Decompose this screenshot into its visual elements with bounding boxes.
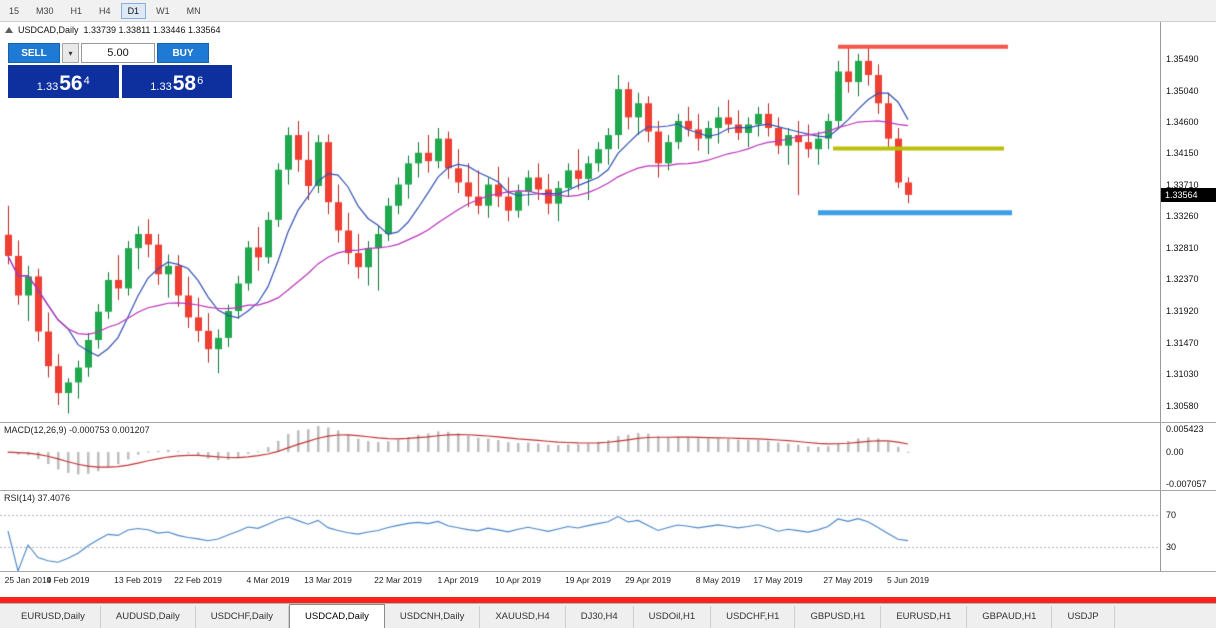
price-axis-tick: 1.32810	[1166, 243, 1199, 254]
tab-gbpusd-h1[interactable]: GBPUSD,H1	[795, 606, 882, 628]
rsi-axis-tick: 30	[1166, 542, 1177, 552]
macd-canvas[interactable]	[0, 423, 1159, 490]
price-axis-tick: 1.31470	[1166, 337, 1199, 348]
rsi-axis[interactable]: 70 30	[1160, 491, 1216, 571]
macd-label: MACD(12,26,9) -0.000753 0.001207	[4, 425, 150, 435]
sell-price-pips: 56	[59, 72, 83, 95]
price-axis-tick: 1.32370	[1166, 274, 1199, 285]
sell-price-pipette: 4	[83, 75, 90, 87]
rsi-pane: RSI(14) 37.4076 70 30	[0, 491, 1216, 572]
tab-usdjp[interactable]: USDJP	[1052, 606, 1115, 628]
date-axis-tick: 25 Jan 2019	[4, 575, 52, 585]
price-axis-tick: 1.34150	[1166, 148, 1199, 159]
price-axis[interactable]: 1.33564 1.35490 1.35040 1.34600 1.34150 1.33…	[1160, 22, 1216, 422]
timeframe-button-d1[interactable]: D1	[120, 2, 147, 19]
macd-pane: MACD(12,26,9) -0.000753 0.001207 0.00542…	[0, 423, 1216, 491]
date-axis-tick: 19 Apr 2019	[565, 575, 611, 585]
tab-eurusd-h1[interactable]: EURUSD,H1	[881, 606, 968, 628]
tab-usdcad-daily[interactable]: USDCAD,Daily	[289, 604, 385, 628]
sell-price-main: 1.33	[36, 81, 59, 93]
tab-dj30-h4[interactable]: DJ30,H4	[565, 606, 634, 628]
date-axis-tick: 17 May 2019	[753, 575, 803, 585]
tab-gbpaud-h1[interactable]: GBPAUD,H1	[967, 606, 1053, 628]
date-axis-tick: 22 Mar 2019	[374, 575, 422, 585]
chevron-down-icon: ▾	[68, 48, 73, 58]
date-axis-tick: 27 May 2019	[823, 575, 873, 585]
date-axis-tick: 22 Feb 2019	[174, 575, 222, 585]
timeframe-button-h4[interactable]: H4	[92, 3, 118, 19]
tab-eurusd-daily[interactable]: EURUSD,Daily	[6, 606, 101, 628]
date-axis-tick: 4 Mar 2019	[246, 575, 290, 585]
buy-price-main: 1.33	[150, 81, 172, 93]
status-red-bar	[0, 597, 1216, 603]
rsi-label: RSI(14) 37.4076	[4, 493, 71, 503]
buy-price-pipette: 6	[197, 75, 204, 87]
price-axis-tick: 1.35490	[1166, 53, 1199, 64]
price-axis-tick: 1.35040	[1166, 85, 1199, 96]
buy-price-pips: 58	[172, 72, 197, 95]
chart-ohlc-label: 1.33739 1.33811 1.33446 1.33564	[83, 25, 221, 35]
price-axis-tick: 1.33710	[1166, 179, 1199, 190]
trade-prices-row: 1.33 56 4 1.33 58 6	[8, 65, 232, 98]
price-axis-tick: 1.33260	[1166, 211, 1199, 222]
timeframe-button-15[interactable]: 15	[2, 3, 26, 19]
chart-title: USDCAD,Daily 1.33739 1.33811 1.33446 1.3…	[5, 25, 220, 35]
date-axis-tick: 5 Jun 2019	[886, 575, 930, 585]
chart-symbol-label: USDCAD,Daily	[18, 25, 79, 35]
lot-dropdown-button[interactable]: ▾	[62, 43, 79, 63]
timeframe-button-h1[interactable]: H1	[64, 3, 90, 19]
tab-usdoil-h1[interactable]: USDOil,H1	[633, 606, 712, 628]
macd-axis-tick: 0.005423	[1166, 424, 1204, 434]
price-axis-tick: 1.31030	[1166, 368, 1199, 379]
current-price-tag: 1.33564	[1161, 187, 1216, 202]
date-axis-tick: 8 May 2019	[695, 575, 741, 585]
trade-controls-row: SELL ▾ BUY	[8, 43, 232, 63]
tab-xauusd-h4[interactable]: XAUUSD,H4	[480, 606, 566, 628]
timeframe-button-m30[interactable]: M30	[29, 3, 61, 19]
price-axis-tick: 1.34600	[1166, 116, 1199, 127]
lot-size-input[interactable]	[81, 43, 155, 63]
tab-usdcnh-daily[interactable]: USDCNH,Daily	[384, 606, 481, 628]
tab-usdchf-daily[interactable]: USDCHF,Daily	[195, 606, 290, 628]
macd-axis-tick: -0.007057	[1166, 479, 1207, 489]
rsi-axis-tick: 70	[1166, 510, 1177, 520]
date-axis-tick: 29 Apr 2019	[625, 575, 671, 585]
timeframe-button-w1[interactable]: W1	[149, 3, 177, 19]
timeframe-button-mn[interactable]: MN	[180, 3, 208, 19]
price-axis-tick: 1.31920	[1166, 306, 1199, 317]
price-pane: USDCAD,Daily 1.33739 1.33811 1.33446 1.3…	[0, 22, 1216, 423]
date-axis-tick: 13 Mar 2019	[304, 575, 352, 585]
date-axis-tick: 4 Feb 2019	[46, 575, 90, 585]
macd-axis-tick: 0.00	[1166, 447, 1184, 458]
collapse-triangle-icon[interactable]	[5, 27, 13, 33]
sell-price-display[interactable]: 1.33 56 4	[8, 65, 119, 98]
chart-window: USDCAD,Daily 1.33739 1.33811 1.33446 1.3…	[0, 22, 1216, 589]
tab-usdchf-h1[interactable]: USDCHF,H1	[711, 606, 796, 628]
date-axis: 25 Jan 2019 4 Feb 2019 13 Feb 2019 22 Feb 2…	[0, 572, 1216, 589]
chart-tab-bar: EURUSD,Daily AUDUSD,Daily USDCHF,Daily USDC…	[0, 603, 1216, 628]
bottom-spacer	[0, 589, 1216, 597]
date-axis-tick: 1 Apr 2019	[437, 575, 479, 585]
price-axis-tick: 1.30580	[1166, 400, 1199, 411]
rsi-canvas[interactable]	[0, 491, 1159, 571]
tab-audusd-daily[interactable]: AUDUSD,Daily	[100, 606, 196, 628]
sell-button[interactable]: SELL	[8, 43, 60, 63]
buy-button[interactable]: BUY	[157, 43, 209, 63]
date-axis-tick: 10 Apr 2019	[495, 575, 541, 585]
timeframe-toolbar: 15 M30 H1 H4 D1 W1 MN	[0, 0, 1216, 22]
macd-axis[interactable]: 0.005423 0.00 -0.007057	[1160, 423, 1216, 490]
date-axis-tick: 13 Feb 2019	[114, 575, 162, 585]
buy-price-display[interactable]: 1.33 58 6	[121, 65, 232, 98]
